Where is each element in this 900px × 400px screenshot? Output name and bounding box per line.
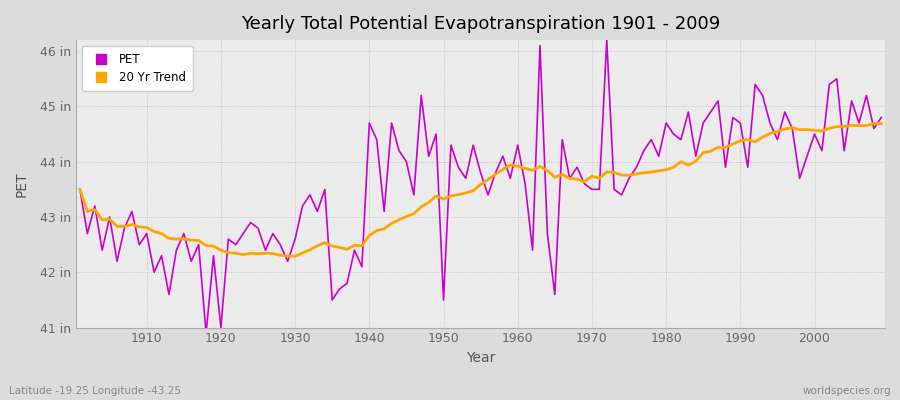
20 Yr Trend [519, 166, 530, 171]
Title: Yearly Total Potential Evapotranspiration 1901 - 2009: Yearly Total Potential Evapotranspiratio… [241, 15, 720, 33]
PET [75, 187, 86, 192]
20 Yr Trend [512, 164, 523, 168]
Y-axis label: PET: PET [15, 171, 29, 197]
PET [876, 115, 886, 120]
Text: Latitude -19.25 Longitude -43.25: Latitude -19.25 Longitude -43.25 [9, 386, 181, 396]
PET [304, 192, 315, 197]
PET [601, 38, 612, 42]
PET [201, 331, 212, 336]
20 Yr Trend [290, 254, 301, 259]
20 Yr Trend [349, 243, 360, 248]
Line: 20 Yr Trend: 20 Yr Trend [80, 124, 881, 256]
PET [349, 248, 360, 252]
20 Yr Trend [75, 187, 86, 192]
X-axis label: Year: Year [466, 351, 495, 365]
20 Yr Trend [608, 170, 619, 175]
20 Yr Trend [876, 121, 886, 126]
PET [519, 182, 530, 186]
Legend: PET, 20 Yr Trend: PET, 20 Yr Trend [82, 46, 193, 91]
PET [616, 192, 627, 197]
Text: worldspecies.org: worldspecies.org [803, 386, 891, 396]
Line: PET: PET [80, 40, 881, 333]
20 Yr Trend [134, 224, 145, 229]
PET [134, 242, 145, 247]
20 Yr Trend [868, 121, 879, 126]
20 Yr Trend [304, 248, 315, 252]
PET [512, 143, 523, 148]
